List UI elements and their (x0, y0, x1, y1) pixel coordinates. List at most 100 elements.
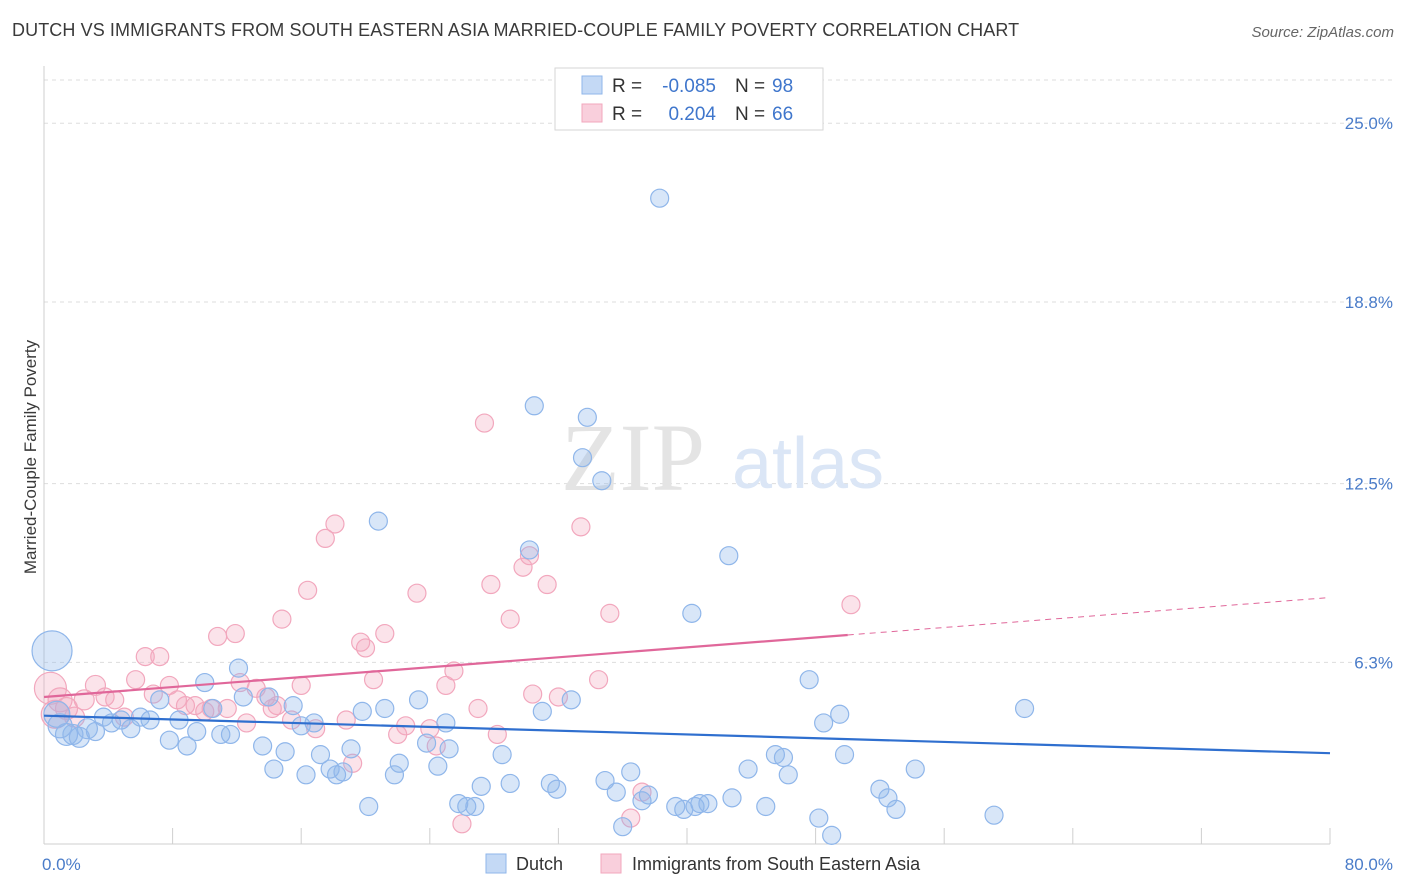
dutch-point-42 (384, 765, 405, 785)
dutch-point-56 (524, 396, 544, 416)
sea-point-58 (571, 517, 591, 537)
dutch-point-5 (68, 726, 90, 748)
sea-point-63 (436, 675, 456, 696)
sea-point-65 (841, 595, 861, 615)
dutch-point-17 (177, 736, 197, 756)
dutch-point-62 (577, 407, 597, 427)
sea-point-11 (135, 647, 155, 667)
sea-point-51 (481, 574, 501, 595)
dutch-point-23 (228, 658, 249, 678)
dutch-point-82 (773, 747, 794, 768)
dutch-point-48 (439, 739, 459, 759)
dutch-point-22 (220, 724, 241, 745)
sea-point-21 (217, 698, 237, 719)
dutch-point-79 (738, 759, 758, 779)
legend-n-value-sea: 66 (772, 104, 793, 125)
dutch-point-63 (592, 471, 612, 491)
legend: R = -0.085 N = 98 R = 0.204 N = 66 (554, 67, 824, 131)
dutch-point-70 (650, 188, 670, 208)
sea-point-40 (363, 670, 384, 690)
legend-r-label-dutch: R = (612, 76, 642, 97)
dutch-point-77 (719, 546, 739, 566)
dutch-point-44 (408, 690, 429, 710)
y-tick-label-2: 18.8% (1345, 293, 1393, 312)
dutch-point-15 (159, 730, 179, 750)
dutch-point-14 (150, 690, 170, 710)
dutch-point-52 (471, 776, 491, 796)
dutch-point-40 (368, 511, 388, 531)
sea-point-6 (84, 674, 107, 697)
dutch-point-33 (310, 745, 331, 765)
dutch-point-78 (722, 788, 742, 808)
sea-point-39 (355, 638, 376, 658)
trend-line-sea-extension (847, 597, 1331, 636)
dutch-point-46 (428, 756, 448, 776)
dutch-point-53 (492, 745, 512, 765)
bottom-legend-sea: Immigrants from South Eastern Asia (632, 854, 921, 874)
dutch-point-39 (359, 796, 379, 817)
sea-point-20 (208, 626, 228, 647)
legend-r-value-dutch: -0.085 (662, 76, 716, 97)
dutch-point-69 (638, 785, 659, 805)
dutch-point-84 (799, 670, 819, 690)
dutch-point-37 (341, 739, 361, 759)
dutch-point-59 (547, 779, 567, 799)
watermark-zip: ZIP (561, 404, 705, 511)
sea-point-49 (468, 698, 488, 719)
dutch-point-92 (905, 759, 925, 779)
dutch-point-27 (264, 759, 284, 779)
series-dutch-points (31, 188, 1035, 845)
dutch-point-18 (187, 721, 207, 742)
bottom-legend-swatch-dutch (485, 853, 507, 874)
grid-lines (44, 79, 1396, 663)
dutch-point-75 (690, 794, 710, 814)
sea-point-50 (474, 413, 495, 433)
sea-point-22 (225, 623, 245, 644)
dutch-point-3 (54, 722, 79, 747)
sea-point-59 (588, 670, 609, 690)
sea-point-32 (298, 580, 318, 600)
legend-n-value-dutch: 98 (772, 76, 793, 97)
legend-n-label-sea: N = (735, 104, 765, 125)
dutch-point-7 (85, 721, 106, 742)
dutch-point-85 (809, 808, 829, 828)
dutch-point-64 (595, 770, 615, 791)
sea-point-60 (600, 603, 620, 623)
sea-point-35 (325, 514, 345, 534)
x-tick-label-min: 0.0% (42, 855, 81, 874)
chart-title: DUTCH VS IMMIGRANTS FROM SOUTH EASTERN A… (12, 20, 1020, 40)
dutch-point-61 (572, 448, 593, 468)
dutch-point-57 (532, 701, 552, 721)
sea-point-55 (519, 546, 540, 566)
dutch-point-66 (613, 817, 633, 837)
y-tick-label-3: 25.0% (1345, 114, 1393, 133)
dutch-point-80 (756, 796, 776, 817)
dutch-point-31 (296, 765, 316, 785)
dutch-point-47 (436, 713, 456, 733)
dutch-point-29 (283, 696, 303, 716)
watermark: ZIP atlas (561, 404, 884, 511)
dutch-point-93 (984, 805, 1004, 825)
sea-point-56 (537, 574, 557, 595)
sea-point-10 (126, 670, 146, 690)
legend-r-label-sea: R = (612, 104, 642, 125)
y-tick-labels: 6.3% 12.5% 18.8% 25.0% (1345, 114, 1393, 672)
series-sea-points (33, 413, 861, 834)
dutch-point-73 (682, 603, 702, 623)
sea-point-54 (513, 557, 533, 577)
dutch-point-41 (375, 698, 395, 719)
dutch-point-65 (606, 782, 626, 802)
sea-point-53 (500, 609, 520, 629)
sea-point-14 (159, 675, 179, 696)
y-tick-label-0: 6.3% (1354, 653, 1393, 672)
sea-point-44 (407, 583, 427, 603)
dutch-point-86 (814, 713, 834, 733)
sea-point-30 (281, 710, 302, 730)
dutch-point-21 (211, 724, 231, 745)
dutch-point-76 (698, 794, 718, 814)
dutch-point-50 (457, 796, 477, 817)
dutch-point-91 (886, 799, 906, 820)
legend-swatch-sea (581, 103, 603, 123)
dutch-point-36 (333, 762, 353, 782)
